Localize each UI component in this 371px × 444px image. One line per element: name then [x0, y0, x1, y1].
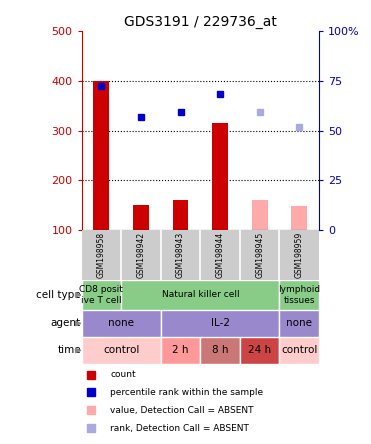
- Bar: [212, 123, 228, 230]
- Text: lymphoid
tissues: lymphoid tissues: [278, 285, 320, 305]
- Bar: [279, 337, 319, 364]
- Bar: [279, 310, 319, 337]
- Bar: [173, 200, 188, 230]
- Bar: [93, 81, 109, 230]
- Text: CD8 posit
ive T cell: CD8 posit ive T cell: [79, 285, 123, 305]
- Text: 24 h: 24 h: [248, 345, 271, 356]
- Text: GSM198942: GSM198942: [137, 232, 145, 278]
- Text: GSM198944: GSM198944: [216, 232, 224, 278]
- Text: control: control: [281, 345, 318, 356]
- Text: Natural killer cell: Natural killer cell: [161, 290, 239, 300]
- Text: percentile rank within the sample: percentile rank within the sample: [110, 388, 263, 397]
- Title: GDS3191 / 229736_at: GDS3191 / 229736_at: [124, 15, 277, 29]
- Bar: [82, 280, 121, 310]
- Text: control: control: [103, 345, 139, 356]
- Text: time: time: [57, 345, 81, 356]
- Text: value, Detection Call = ABSENT: value, Detection Call = ABSENT: [110, 406, 254, 415]
- Text: 2 h: 2 h: [172, 345, 189, 356]
- Text: count: count: [110, 370, 136, 379]
- Text: GSM198959: GSM198959: [295, 232, 304, 278]
- Bar: [252, 200, 267, 230]
- Text: rank, Detection Call = ABSENT: rank, Detection Call = ABSENT: [110, 424, 249, 432]
- Text: cell type: cell type: [36, 290, 81, 300]
- Bar: [133, 206, 149, 230]
- Bar: [291, 206, 307, 230]
- Text: IL-2: IL-2: [211, 318, 230, 329]
- Bar: [240, 337, 279, 364]
- Text: GSM198943: GSM198943: [176, 232, 185, 278]
- Text: none: none: [108, 318, 134, 329]
- Text: none: none: [286, 318, 312, 329]
- Text: GSM198945: GSM198945: [255, 232, 264, 278]
- Bar: [200, 337, 240, 364]
- Bar: [121, 280, 279, 310]
- Bar: [82, 337, 161, 364]
- Bar: [161, 310, 279, 337]
- Bar: [279, 280, 319, 310]
- Text: 8 h: 8 h: [212, 345, 229, 356]
- Bar: [161, 337, 200, 364]
- Text: agent: agent: [51, 318, 81, 329]
- Bar: [82, 310, 161, 337]
- Text: GSM198958: GSM198958: [97, 232, 106, 278]
